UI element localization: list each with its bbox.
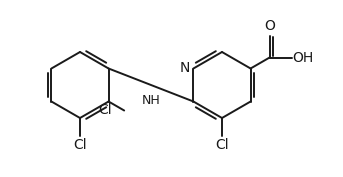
Text: Cl: Cl	[73, 138, 87, 152]
Text: N: N	[180, 61, 190, 76]
Text: NH: NH	[142, 94, 161, 107]
Text: O: O	[264, 19, 275, 33]
Text: OH: OH	[293, 50, 314, 64]
Text: Cl: Cl	[98, 104, 112, 118]
Text: Cl: Cl	[215, 138, 229, 152]
